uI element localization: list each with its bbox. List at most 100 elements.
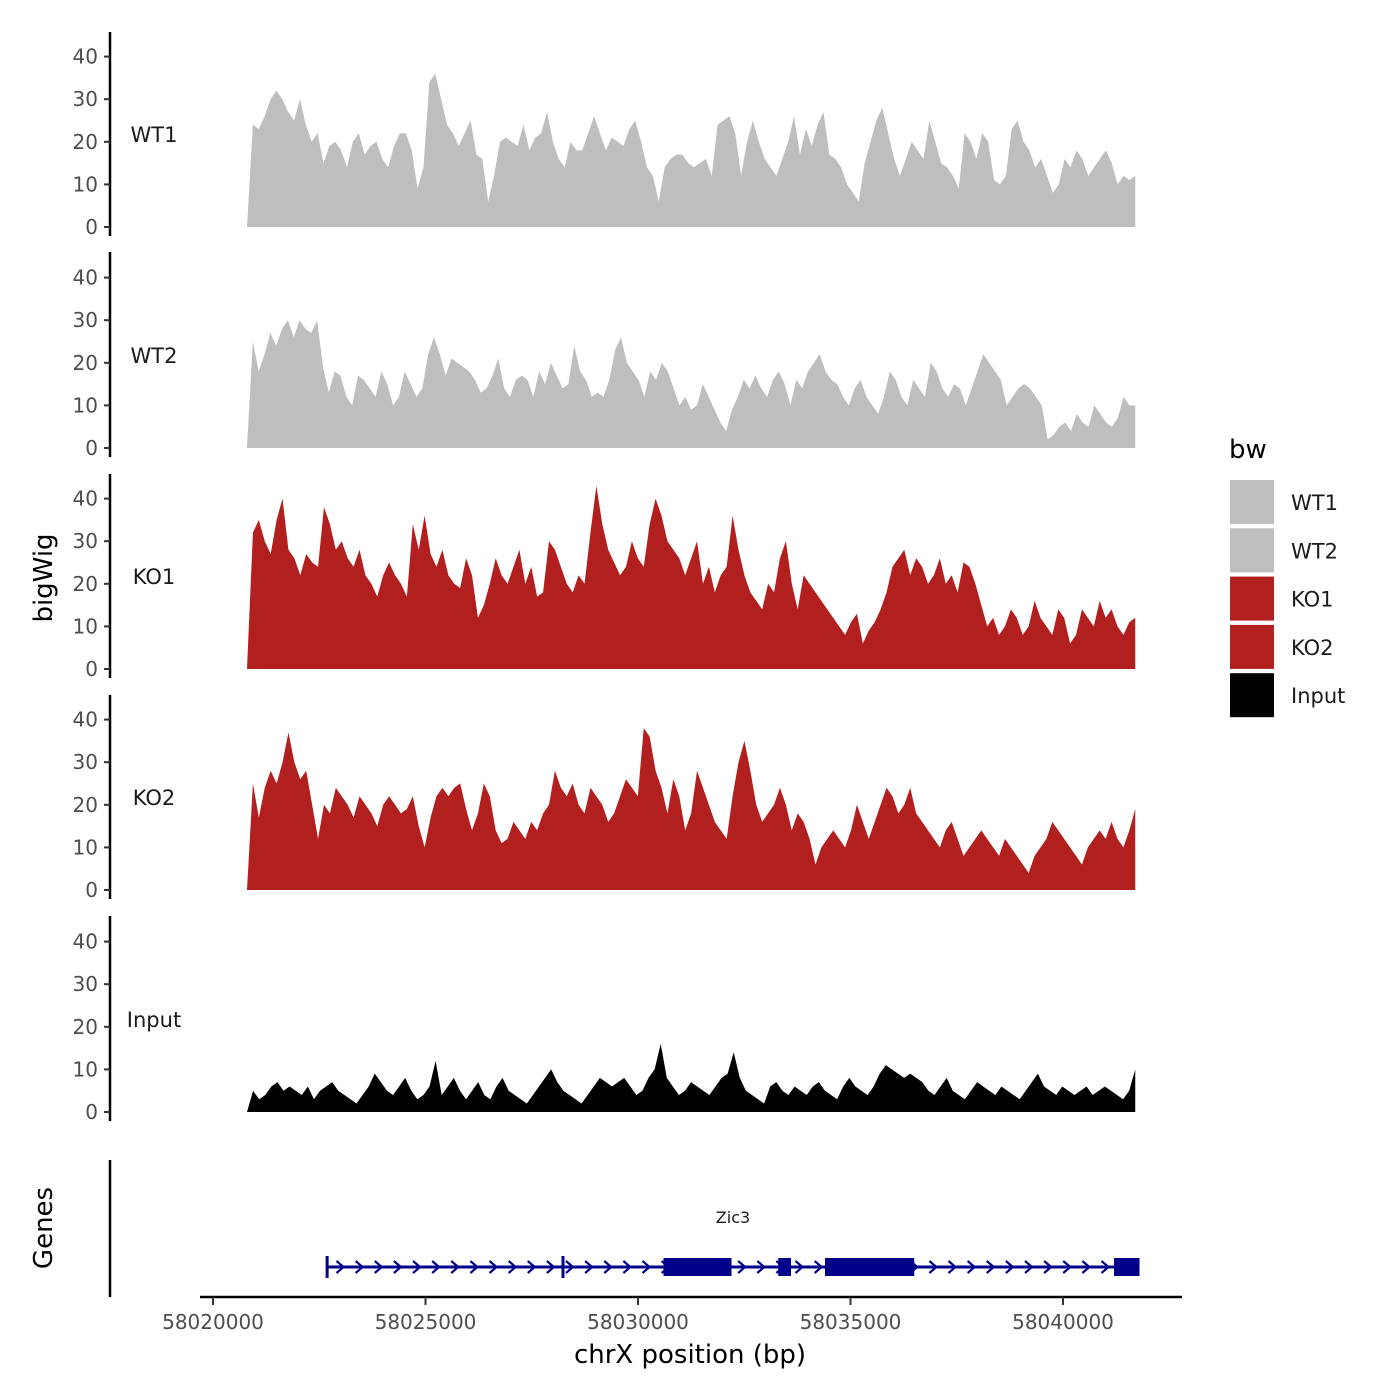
gene-name-label: Zic3	[716, 1208, 750, 1227]
gene-model	[325, 1256, 1140, 1278]
y-axis-title: bigWig	[29, 533, 59, 622]
legend-title: bw	[1229, 435, 1267, 465]
strand-arrow	[469, 1260, 480, 1274]
strand-arrow	[584, 1260, 594, 1274]
legend-swatch	[1230, 528, 1274, 573]
strand-arrow	[450, 1260, 460, 1274]
strand-arrow	[1100, 1260, 1111, 1274]
track-ko2: 0 10 20 30 40 KO2	[73, 695, 1136, 902]
x-tick-label: 58025000	[375, 1310, 477, 1334]
strand-arrow	[756, 1260, 766, 1274]
gene-exon	[561, 1256, 565, 1278]
y-tick-label: 0	[85, 657, 98, 681]
gene-exon	[825, 1258, 915, 1276]
y-tick-label: 20	[73, 793, 98, 817]
strand-arrow	[813, 1260, 824, 1274]
track-label: WT1	[131, 123, 178, 147]
strand-arrow	[374, 1260, 384, 1274]
legend-entry-ko1: KO1	[1230, 576, 1334, 621]
track-label: Input	[127, 1008, 181, 1032]
y-tick-label: 0	[85, 436, 98, 460]
legend-swatch	[1230, 576, 1274, 621]
strand-arrow	[737, 1260, 747, 1274]
legend-entry-input: Input	[1230, 673, 1345, 718]
y-tick-label: 30	[73, 529, 98, 553]
legend-label: KO1	[1291, 588, 1334, 612]
track-wt1: 0 10 20 30 40 WT1	[73, 32, 1136, 239]
y-tick-label: 0	[85, 878, 98, 902]
x-tick-label: 58035000	[800, 1310, 902, 1334]
track-wt2: 0 10 20 30 40 WT2	[73, 252, 1136, 460]
y-tick-label: 10	[73, 614, 98, 638]
strand-arrow	[393, 1260, 403, 1274]
strand-arrow	[1024, 1260, 1034, 1274]
legend-label: Input	[1291, 684, 1345, 708]
legend-swatch	[1230, 624, 1274, 669]
legend-entry-wt2: WT2	[1230, 528, 1338, 573]
strand-arrow	[641, 1260, 652, 1274]
legend-label: WT2	[1291, 539, 1338, 563]
y-tick-label: 20	[73, 1015, 98, 1039]
y-tick-label: 30	[73, 972, 98, 996]
y-tick-label: 10	[73, 1057, 98, 1081]
x-tick-label: 58020000	[162, 1310, 264, 1334]
track-input: 0 10 20 30 40 Input	[73, 916, 1136, 1124]
legend-swatch	[1230, 480, 1274, 524]
x-axis-title: chrX position (bp)	[574, 1340, 806, 1370]
coverage-area-wt1	[247, 73, 1136, 227]
coverage-area-wt2	[247, 320, 1136, 448]
strand-arrow	[947, 1260, 958, 1274]
strand-arrow	[354, 1260, 365, 1274]
y-tick-label: 30	[73, 308, 98, 332]
strand-arrow	[928, 1260, 939, 1274]
legend-entry-wt1: WT1	[1230, 480, 1338, 524]
y-tick-label: 30	[73, 750, 98, 774]
legend: bw WT1 WT2 KO1 KO2 Input	[1229, 435, 1345, 718]
y-tick-label: 40	[73, 708, 98, 732]
strand-arrow	[546, 1260, 556, 1274]
legend-label: KO2	[1291, 636, 1334, 660]
coverage-area-input	[247, 1043, 1136, 1112]
strand-arrow	[1043, 1260, 1053, 1274]
strand-arrow	[1005, 1260, 1015, 1274]
strand-arrow	[507, 1260, 518, 1274]
strand-arrow	[431, 1260, 441, 1274]
y-tick-label: 30	[73, 87, 98, 111]
y-tick-label: 20	[73, 130, 98, 154]
y-tick-label: 20	[73, 572, 98, 596]
x-tick-label: 58030000	[587, 1310, 689, 1334]
track-label: KO1	[133, 565, 176, 589]
coverage-tracks: 0 10 20 30 40 WT1 0 10 20 30 40 WT2 0 10 20 30 40 KO1 0 10 2…	[73, 32, 1136, 1124]
y-tick-label: 10	[73, 835, 98, 859]
gene-exon	[663, 1258, 732, 1276]
strand-arrow	[488, 1260, 499, 1274]
y-tick-label: 0	[85, 215, 98, 239]
strand-arrow	[603, 1260, 613, 1274]
strand-arrow	[412, 1260, 422, 1274]
legend-label: WT1	[1291, 491, 1338, 515]
genes-panel: 58020000 58025000 58030000 58035000 58040000…	[108, 1160, 1182, 1334]
strand-arrow	[335, 1260, 346, 1274]
gene-exon	[325, 1256, 329, 1278]
y-tick-label: 40	[73, 45, 98, 69]
gene-exon	[778, 1258, 791, 1276]
strand-arrow	[565, 1260, 575, 1274]
track-ko1: 0 10 20 30 40 KO1	[73, 474, 1136, 681]
strand-arrow	[1081, 1260, 1092, 1274]
strand-arrow	[986, 1260, 996, 1274]
y-tick-label: 10	[73, 172, 98, 196]
y-tick-label: 40	[73, 487, 98, 511]
strand-arrow	[527, 1260, 537, 1274]
track-label: WT2	[131, 344, 178, 368]
x-tick-label: 58040000	[1012, 1310, 1114, 1334]
strand-arrow	[966, 1260, 977, 1274]
strand-arrow	[622, 1260, 633, 1274]
legend-entries: WT1 WT2 KO1 KO2 Input	[1230, 480, 1345, 718]
track-label: KO2	[133, 786, 176, 810]
genes-axis-title: Genes	[29, 1187, 59, 1269]
coverage-area-ko1	[247, 485, 1136, 669]
strand-arrow	[794, 1260, 805, 1274]
y-tick-label: 10	[73, 393, 98, 417]
y-tick-label: 40	[73, 266, 98, 290]
